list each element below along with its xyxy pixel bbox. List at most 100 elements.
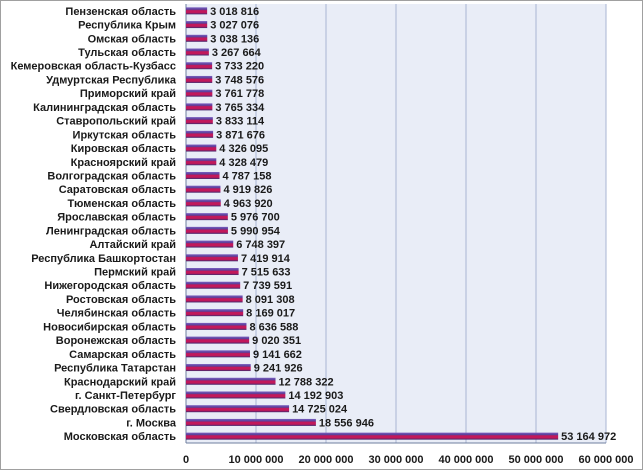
category-label: Саратовская область bbox=[59, 184, 177, 196]
bars bbox=[186, 7, 559, 440]
value-label: 3 833 114 bbox=[216, 116, 265, 128]
bar bbox=[186, 350, 250, 358]
bar bbox=[186, 391, 286, 399]
value-label: 7 515 633 bbox=[242, 267, 291, 279]
category-label: Республика Татарстан bbox=[54, 363, 176, 375]
bar bbox=[186, 295, 243, 303]
value-label: 4 326 095 bbox=[219, 143, 268, 155]
bar bbox=[186, 254, 238, 262]
value-label: 3 765 334 bbox=[215, 102, 265, 114]
value-label: 53 164 972 bbox=[561, 431, 616, 443]
category-label: Новосибирская область bbox=[43, 321, 176, 333]
category-label: Удмуртская Республика bbox=[46, 74, 177, 86]
bar bbox=[186, 144, 217, 152]
category-label: Пермский край bbox=[94, 267, 176, 279]
category-label: Свердловская область bbox=[50, 404, 176, 416]
value-label: 3 018 816 bbox=[210, 6, 259, 18]
category-label: Воронежская область bbox=[56, 335, 176, 347]
category-label: Самарская область bbox=[69, 349, 176, 361]
value-label: 3 761 778 bbox=[215, 88, 264, 100]
bar bbox=[186, 322, 247, 330]
value-label: 8 636 588 bbox=[249, 321, 298, 333]
bar bbox=[186, 130, 214, 138]
category-label: Волгоградская область bbox=[47, 170, 176, 182]
value-label: 3 748 576 bbox=[215, 74, 264, 86]
category-label: Кемеровская область-Кузбасс bbox=[11, 61, 176, 73]
category-label: Московская область bbox=[64, 431, 176, 443]
value-label: 6 748 397 bbox=[236, 239, 285, 251]
x-tick-label: 20 000 000 bbox=[298, 454, 353, 466]
value-label: 8 169 017 bbox=[246, 308, 295, 320]
category-label: г. Санкт-Петербург bbox=[75, 390, 176, 402]
bar bbox=[186, 62, 213, 70]
x-tick-label: 0 bbox=[183, 454, 189, 466]
bar bbox=[186, 117, 213, 125]
bar bbox=[186, 226, 228, 234]
x-tick-label: 30 000 000 bbox=[368, 454, 423, 466]
category-label: Тульская область bbox=[78, 47, 176, 59]
category-label: Краснодарский край bbox=[64, 376, 176, 388]
category-label: Ставропольский край bbox=[56, 116, 176, 128]
category-label: Ленинградская область bbox=[46, 225, 176, 237]
bar bbox=[186, 171, 220, 179]
value-label: 4 919 826 bbox=[223, 184, 272, 196]
grid-lines bbox=[185, 4, 607, 444]
bar bbox=[186, 48, 209, 56]
category-label: Омская область bbox=[88, 33, 177, 45]
bar bbox=[186, 213, 228, 221]
bar bbox=[186, 418, 316, 426]
category-labels: Пензенская область Республика КрымОмская … bbox=[11, 6, 177, 443]
category-label: Приморский край bbox=[80, 88, 176, 100]
category-label: г. Москва bbox=[126, 417, 177, 429]
value-label: 9 241 926 bbox=[254, 363, 303, 375]
category-label: Тюменская область bbox=[67, 198, 176, 210]
category-label: Красноярский край bbox=[71, 157, 176, 169]
value-label: 3 871 676 bbox=[216, 129, 265, 141]
bar bbox=[186, 281, 241, 289]
category-label: Калининградская область bbox=[33, 102, 176, 114]
bar bbox=[186, 21, 208, 29]
x-tick-label: 60 000 000 bbox=[578, 454, 633, 466]
bar bbox=[186, 405, 290, 413]
bar bbox=[186, 75, 213, 83]
x-tick-label: 50 000 000 bbox=[508, 454, 563, 466]
value-label: 8 091 308 bbox=[246, 294, 295, 306]
value-label: 4 328 479 bbox=[219, 157, 268, 169]
value-label: 3 027 076 bbox=[210, 20, 259, 32]
value-label: 14 725 024 bbox=[292, 404, 348, 416]
category-label: Кировская область bbox=[71, 143, 176, 155]
value-label: 5 976 700 bbox=[231, 212, 280, 224]
category-label: Пензенская область bbox=[65, 6, 176, 18]
bar bbox=[186, 336, 250, 344]
bar bbox=[186, 185, 221, 193]
x-tick-label: 10 000 000 bbox=[228, 454, 283, 466]
category-label: Ростовская область bbox=[66, 294, 176, 306]
bar bbox=[186, 240, 234, 248]
bar bbox=[186, 377, 276, 385]
value-label: 7 739 591 bbox=[243, 280, 292, 292]
category-label: Алтайский край bbox=[89, 239, 176, 251]
value-label: 14 192 903 bbox=[288, 390, 343, 402]
bar bbox=[186, 432, 559, 440]
value-label: 3 733 220 bbox=[215, 61, 264, 73]
value-label: 9 020 351 bbox=[252, 335, 301, 347]
bar bbox=[186, 268, 239, 276]
category-label: Челябинская область bbox=[57, 308, 177, 320]
bar bbox=[186, 364, 251, 372]
bar bbox=[186, 89, 213, 97]
value-label: 3 267 664 bbox=[212, 47, 262, 59]
category-label: Республика Крым bbox=[78, 20, 176, 32]
bar bbox=[186, 34, 208, 42]
category-label: Иркутская область bbox=[73, 129, 177, 141]
bar bbox=[186, 7, 208, 15]
category-label: Ярославская область bbox=[57, 212, 176, 224]
bar bbox=[186, 309, 244, 317]
value-label: 9 141 662 bbox=[253, 349, 302, 361]
bar bbox=[186, 158, 217, 166]
value-label: 4 787 158 bbox=[223, 170, 272, 182]
category-label: Республика Башкортостан bbox=[31, 253, 176, 265]
bar bbox=[186, 199, 221, 207]
